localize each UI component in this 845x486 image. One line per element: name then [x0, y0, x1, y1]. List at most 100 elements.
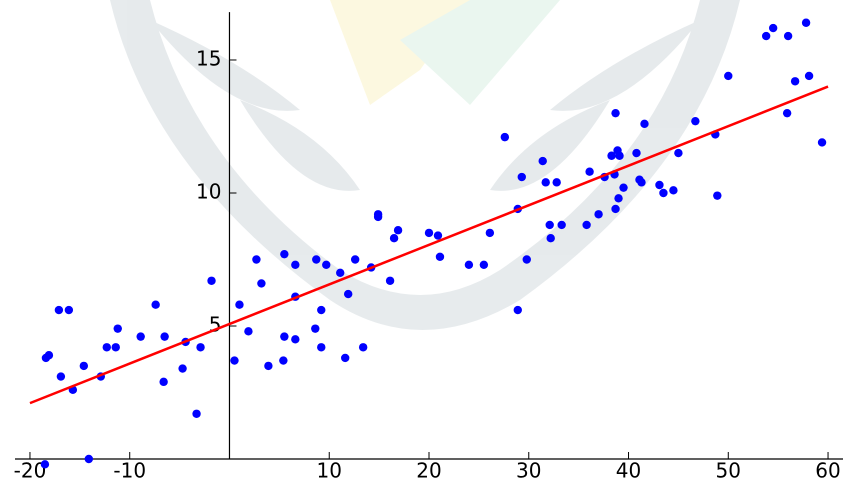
point [244, 327, 252, 335]
point [57, 372, 65, 380]
fit-line [30, 87, 828, 404]
point [514, 306, 522, 314]
point [317, 306, 325, 314]
point [805, 72, 813, 80]
point [557, 221, 565, 229]
point [178, 364, 186, 372]
point [762, 32, 770, 40]
point [436, 253, 444, 261]
point [818, 138, 826, 146]
point [45, 351, 53, 359]
y-tick-label: 10 [196, 179, 221, 203]
point [390, 234, 398, 242]
page: {"chart_data": {"type": "scatter", "xlim… [0, 0, 845, 486]
point [160, 332, 168, 340]
point [547, 234, 555, 242]
point [674, 149, 682, 157]
point [192, 410, 200, 418]
y-tick-label: 15 [196, 46, 221, 70]
watermark-leaf [240, 100, 360, 191]
point [235, 301, 243, 309]
x-tick-label: 60 [815, 459, 840, 483]
point [614, 194, 622, 202]
point [769, 24, 777, 32]
point [386, 277, 394, 285]
point [619, 183, 627, 191]
point [611, 109, 619, 117]
point [713, 191, 721, 199]
point [322, 261, 330, 269]
x-tick-label: 30 [516, 459, 541, 483]
point [85, 455, 93, 463]
point [784, 32, 792, 40]
chart: -20-1010203040506051015 [0, 0, 845, 486]
point [151, 301, 159, 309]
point [207, 277, 215, 285]
point [640, 120, 648, 128]
point [279, 356, 287, 364]
point [501, 133, 509, 141]
x-tick-label: -10 [113, 459, 146, 483]
point [374, 213, 382, 221]
point [159, 378, 167, 386]
point [659, 189, 667, 197]
point [802, 19, 810, 27]
point [55, 306, 63, 314]
point [291, 261, 299, 269]
point [136, 332, 144, 340]
point [80, 362, 88, 370]
point [336, 269, 344, 277]
point [344, 290, 352, 298]
point [594, 210, 602, 218]
point [552, 178, 560, 186]
x-tick-label: 20 [416, 459, 441, 483]
point [312, 255, 320, 263]
point [311, 324, 319, 332]
point [425, 229, 433, 237]
point [465, 261, 473, 269]
point [252, 255, 260, 263]
point [264, 362, 272, 370]
point [691, 117, 699, 125]
point [632, 149, 640, 157]
point [351, 255, 359, 263]
point [615, 152, 623, 160]
point [434, 231, 442, 239]
point [542, 178, 550, 186]
point [114, 324, 122, 332]
point [724, 72, 732, 80]
y-tick-label: 5 [209, 312, 222, 336]
point [655, 181, 663, 189]
point [669, 186, 677, 194]
watermark-leaf [490, 100, 610, 191]
point [480, 261, 488, 269]
point [230, 356, 238, 364]
point [539, 157, 547, 165]
point [257, 279, 265, 287]
point [791, 77, 799, 85]
x-tick-label: 10 [317, 459, 342, 483]
point [783, 109, 791, 117]
point [359, 343, 367, 351]
point [394, 226, 402, 234]
point [341, 354, 349, 362]
point [103, 343, 111, 351]
x-tick-label: 40 [616, 459, 641, 483]
x-tick-label: 50 [716, 459, 741, 483]
point [546, 221, 554, 229]
point [112, 343, 120, 351]
point [280, 332, 288, 340]
point [637, 178, 645, 186]
point [291, 335, 299, 343]
point [585, 168, 593, 176]
point [41, 460, 49, 468]
point [317, 343, 325, 351]
point [582, 221, 590, 229]
point [518, 173, 526, 181]
point [486, 229, 494, 237]
point [523, 255, 531, 263]
point [196, 343, 204, 351]
point [611, 205, 619, 213]
point [280, 250, 288, 258]
